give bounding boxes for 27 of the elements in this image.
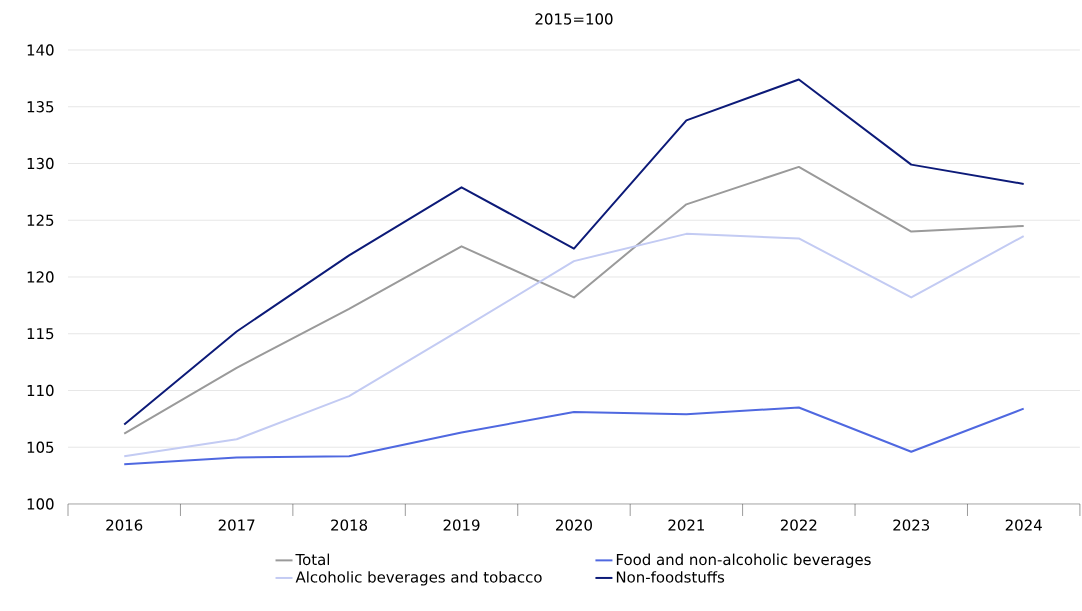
x-tick-label: 2022 — [780, 519, 817, 531]
legend-label: Non-foodstuffs — [616, 571, 725, 583]
x-tick-label: 2016 — [106, 519, 143, 531]
chart-title: 2015=100 — [535, 13, 613, 25]
line-series — [123, 165, 1025, 435]
x-tick-label: 2023 — [893, 519, 930, 531]
y-tick-label: 110 — [27, 384, 54, 397]
line-series — [123, 406, 1025, 466]
legend-label: Food and non-alcoholic beverages — [616, 553, 871, 569]
x-tick-label: 2021 — [668, 519, 705, 531]
y-tick-label: 130 — [27, 157, 54, 170]
x-tick-label: 2020 — [556, 519, 592, 531]
y-tick-label: 105 — [27, 441, 54, 453]
x-tick-label: 2018 — [331, 519, 368, 531]
line-series — [123, 232, 1025, 458]
legend-label: Alcoholic beverages and tobacco — [295, 571, 542, 586]
x-tick-label: 2019 — [443, 519, 480, 531]
y-tick-label: 140 — [27, 44, 54, 56]
legend-label: Total — [295, 553, 330, 566]
y-tick-label: 125 — [27, 214, 54, 226]
y-tick-label: 120 — [27, 271, 54, 283]
y-tick-label: 115 — [27, 328, 54, 340]
y-tick-label: 100 — [27, 498, 54, 510]
x-tick-label: 2017 — [218, 519, 255, 531]
x-tick-label: 2024 — [1005, 519, 1042, 531]
y-tick-label: 135 — [27, 101, 54, 113]
line-series — [123, 78, 1025, 426]
